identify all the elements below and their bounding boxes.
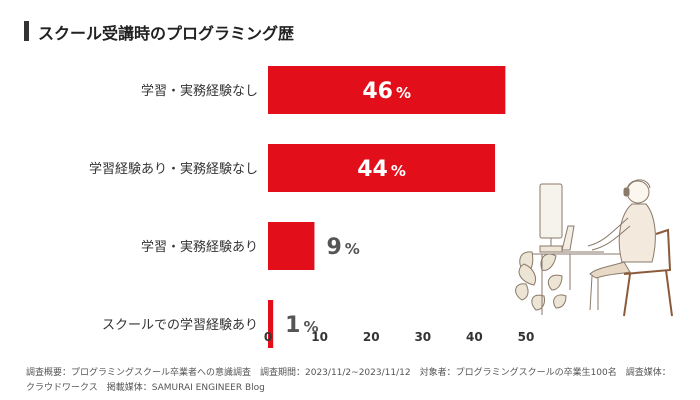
value-unit: %	[396, 84, 411, 102]
value-number: 46	[362, 79, 393, 104]
x-tick-label: 40	[466, 330, 483, 344]
person-at-computer-illustration	[515, 179, 673, 317]
footnote-line-2: クラウドワークス 掲載媒体：SAMURAI ENGINEER Blog	[26, 383, 265, 393]
footnote-line-1: 調査概要：プログラミングスクール卒業者への意識調査 調査期間：2023/11/2…	[26, 368, 671, 378]
value-number: 44	[357, 157, 388, 182]
category-label: 学習経験あり・実務経験なし	[89, 161, 258, 177]
value-number: 9	[326, 235, 341, 260]
x-tick-label: 30	[414, 330, 431, 344]
value-label: 9%	[326, 235, 359, 260]
x-tick-label: 20	[363, 330, 380, 344]
chart-title: スクール受講時のプログラミング歴	[38, 24, 295, 43]
bar	[268, 66, 506, 114]
value-label: 46%	[362, 79, 411, 104]
category-label: スクールでの学習経験あり	[102, 317, 258, 333]
category-label: 学習・実務経験なし	[141, 83, 258, 99]
x-tick-label: 0	[264, 330, 272, 344]
bar	[268, 144, 496, 192]
value-number: 1	[285, 313, 300, 338]
value-unit: %	[391, 162, 406, 180]
value-label: 1%	[285, 313, 318, 338]
value-unit: %	[303, 318, 318, 336]
x-tick-label: 50	[518, 330, 535, 344]
category-label: 学習・実務経験あり	[141, 239, 258, 255]
value-label: 44%	[357, 157, 406, 182]
x-tick-label: 10	[311, 330, 328, 344]
survey-footnote: 調査概要：プログラミングスクール卒業者への意識調査 調査期間：2023/11/2…	[26, 366, 686, 396]
value-unit: %	[345, 240, 360, 258]
title-marker	[24, 21, 29, 41]
bar	[268, 300, 274, 348]
bar	[268, 222, 315, 270]
